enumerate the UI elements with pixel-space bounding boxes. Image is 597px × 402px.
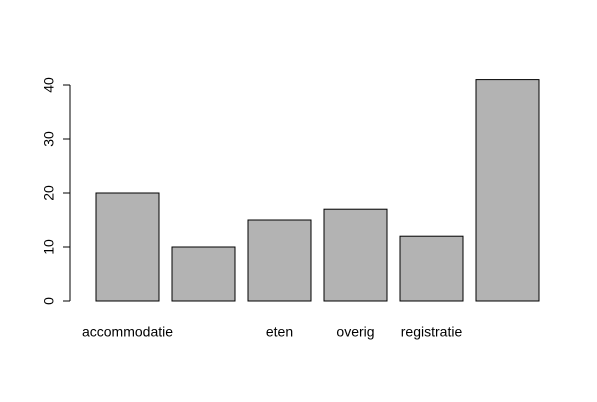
x-tick-label: registratie	[401, 324, 463, 340]
y-tick-label: 40	[41, 77, 57, 93]
y-tick-label: 30	[41, 131, 57, 147]
bar	[171, 246, 236, 302]
y-tick-label: 10	[41, 239, 57, 255]
bar	[323, 208, 388, 302]
x-tick-label: accommodatie	[82, 324, 173, 340]
bar	[95, 192, 160, 302]
bar	[399, 235, 464, 302]
x-tick-label: overig	[336, 324, 374, 340]
y-tick-label: 20	[41, 185, 57, 201]
bar	[475, 79, 540, 302]
y-tick-label: 0	[41, 297, 57, 305]
bar	[247, 219, 312, 302]
x-tick-label: eten	[266, 324, 293, 340]
